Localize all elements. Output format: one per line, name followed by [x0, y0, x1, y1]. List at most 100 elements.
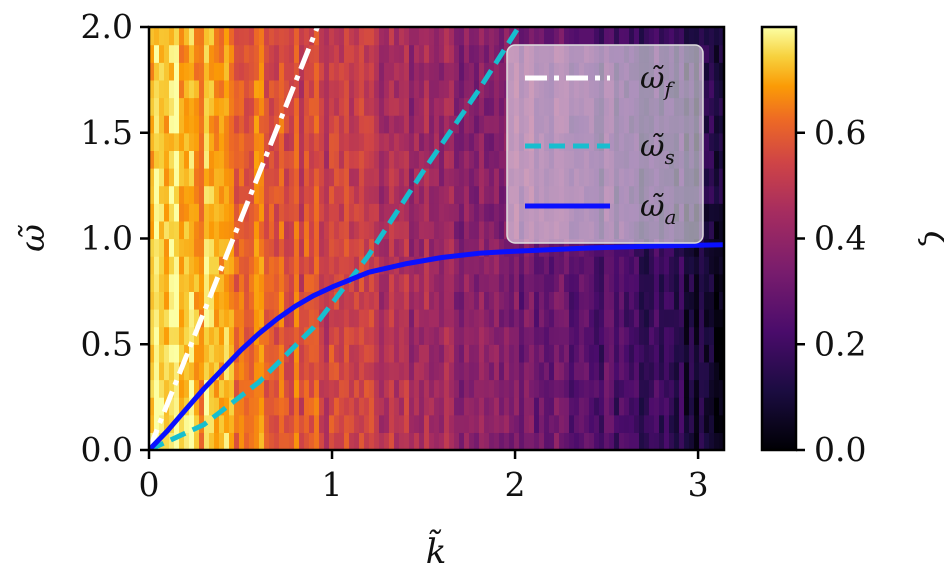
heatmap-cell: [314, 185, 320, 204]
heatmap-cell: [594, 291, 600, 310]
heatmap-cell: [379, 326, 385, 345]
heatmap-cell: [654, 397, 660, 416]
heatmap-cell: [394, 344, 400, 363]
heatmap-cell: [304, 185, 310, 204]
heatmap-cell: [159, 256, 165, 275]
heatmap-cell: [364, 414, 370, 433]
heatmap-cell: [519, 397, 525, 416]
heatmap-cell: [694, 379, 700, 398]
heatmap-cell: [304, 62, 310, 81]
heatmap-cell: [549, 291, 555, 310]
heatmap-cell: [289, 132, 295, 151]
heatmap-cell: [444, 150, 450, 169]
heatmap-cell: [664, 326, 670, 345]
heatmap-cell: [389, 27, 395, 46]
heatmap-cell: [299, 79, 305, 99]
heatmap-cell: [479, 220, 485, 240]
heatmap-cell: [459, 344, 465, 363]
heatmap-cell: [519, 344, 525, 363]
heatmap-cell: [389, 44, 395, 63]
heatmap-cell: [164, 168, 170, 187]
heatmap-cell: [304, 203, 310, 222]
heatmap-cell: [429, 273, 435, 292]
heatmap-cell: [389, 379, 395, 398]
heatmap-cell: [464, 256, 470, 275]
heatmap-cell: [494, 309, 500, 328]
heatmap-cell: [674, 361, 680, 381]
heatmap-cell: [324, 185, 330, 204]
heatmap-cell: [279, 203, 285, 222]
heatmap-cell: [694, 27, 700, 46]
heatmap-cell: [399, 326, 405, 345]
heatmap-cell: [459, 432, 465, 450]
heatmap-cell: [324, 397, 330, 416]
heatmap-cell: [279, 291, 285, 310]
heatmap-cell: [354, 379, 360, 398]
heatmap-cell: [534, 397, 540, 416]
heatmap-cell: [514, 326, 520, 345]
heatmap-cell: [204, 432, 210, 450]
heatmap-cell: [284, 203, 290, 222]
heatmap-cell: [349, 115, 355, 134]
heatmap-cell: [449, 256, 455, 275]
heatmap-cell: [334, 97, 340, 116]
heatmap-cell: [574, 379, 580, 398]
heatmap-cell: [564, 291, 570, 310]
heatmap-cell: [669, 27, 675, 46]
heatmap-cell: [179, 220, 185, 240]
heatmap-cell: [234, 238, 240, 257]
heatmap-cell: [314, 414, 320, 433]
heatmap-cell: [664, 432, 670, 450]
heatmap-cell: [194, 27, 200, 46]
heatmap-cell: [624, 344, 630, 363]
y-tick-label: 1.5: [81, 113, 133, 152]
heatmap-cell: [269, 432, 275, 450]
heatmap-cell: [359, 432, 365, 450]
heatmap-cell: [374, 185, 380, 204]
heatmap-cell: [664, 379, 670, 398]
heatmap-cell: [274, 326, 280, 345]
heatmap-cell: [224, 79, 230, 99]
heatmap-cell: [719, 97, 724, 116]
heatmap-cell: [294, 432, 300, 450]
heatmap-cell: [284, 44, 290, 63]
heatmap-cell: [319, 150, 325, 169]
heatmap-cell: [614, 326, 620, 345]
heatmap-cell: [639, 432, 645, 450]
heatmap-cell: [709, 344, 715, 363]
heatmap-cell: [179, 344, 185, 363]
heatmap-cell: [219, 326, 225, 345]
heatmap-cell: [509, 256, 515, 275]
heatmap-cell: [249, 203, 255, 222]
heatmap-cell: [194, 256, 200, 275]
heatmap-cell: [294, 132, 300, 151]
heatmap-cell: [514, 309, 520, 328]
heatmap-cell: [164, 203, 170, 222]
heatmap-cell: [514, 238, 520, 257]
heatmap-cell: [494, 27, 500, 46]
heatmap-cell: [254, 361, 260, 381]
heatmap-cell: [274, 397, 280, 416]
heatmap-cell: [339, 203, 345, 222]
heatmap-cell: [364, 309, 370, 328]
heatmap-cell: [289, 256, 295, 275]
heatmap-cell: [719, 379, 724, 398]
heatmap-cell: [179, 132, 185, 151]
heatmap-cell: [479, 150, 485, 169]
heatmap-cell: [589, 432, 595, 450]
heatmap-cell: [394, 185, 400, 204]
heatmap-cell: [489, 361, 495, 381]
heatmap-cell: [484, 432, 490, 450]
heatmap-cell: [284, 150, 290, 169]
heatmap-cell: [509, 361, 515, 381]
heatmap-cell: [464, 273, 470, 292]
heatmap-cell: [719, 326, 724, 345]
heatmap-cell: [319, 326, 325, 345]
heatmap-cell: [329, 397, 335, 416]
heatmap-cell: [569, 432, 575, 450]
heatmap-cell: [454, 361, 460, 381]
heatmap-cell: [604, 344, 610, 363]
heatmap-cell: [419, 291, 425, 310]
heatmap-cell: [309, 379, 315, 398]
heatmap-cell: [449, 115, 455, 134]
